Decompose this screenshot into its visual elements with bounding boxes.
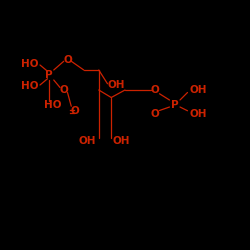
Text: O: O: [150, 85, 160, 95]
Text: O: O: [150, 109, 160, 119]
Text: O: O: [60, 85, 68, 95]
Text: OH: OH: [190, 85, 208, 95]
Text: P: P: [171, 100, 179, 110]
Text: HO: HO: [21, 81, 39, 91]
Text: O: O: [71, 106, 80, 116]
Text: OH: OH: [79, 136, 96, 146]
Text: HO: HO: [21, 59, 39, 69]
Text: OH: OH: [112, 136, 130, 146]
Text: P: P: [45, 70, 52, 80]
Text: O: O: [63, 55, 72, 65]
Text: HO: HO: [44, 100, 61, 110]
Text: OH: OH: [190, 109, 208, 119]
Text: OH: OH: [108, 80, 125, 90]
